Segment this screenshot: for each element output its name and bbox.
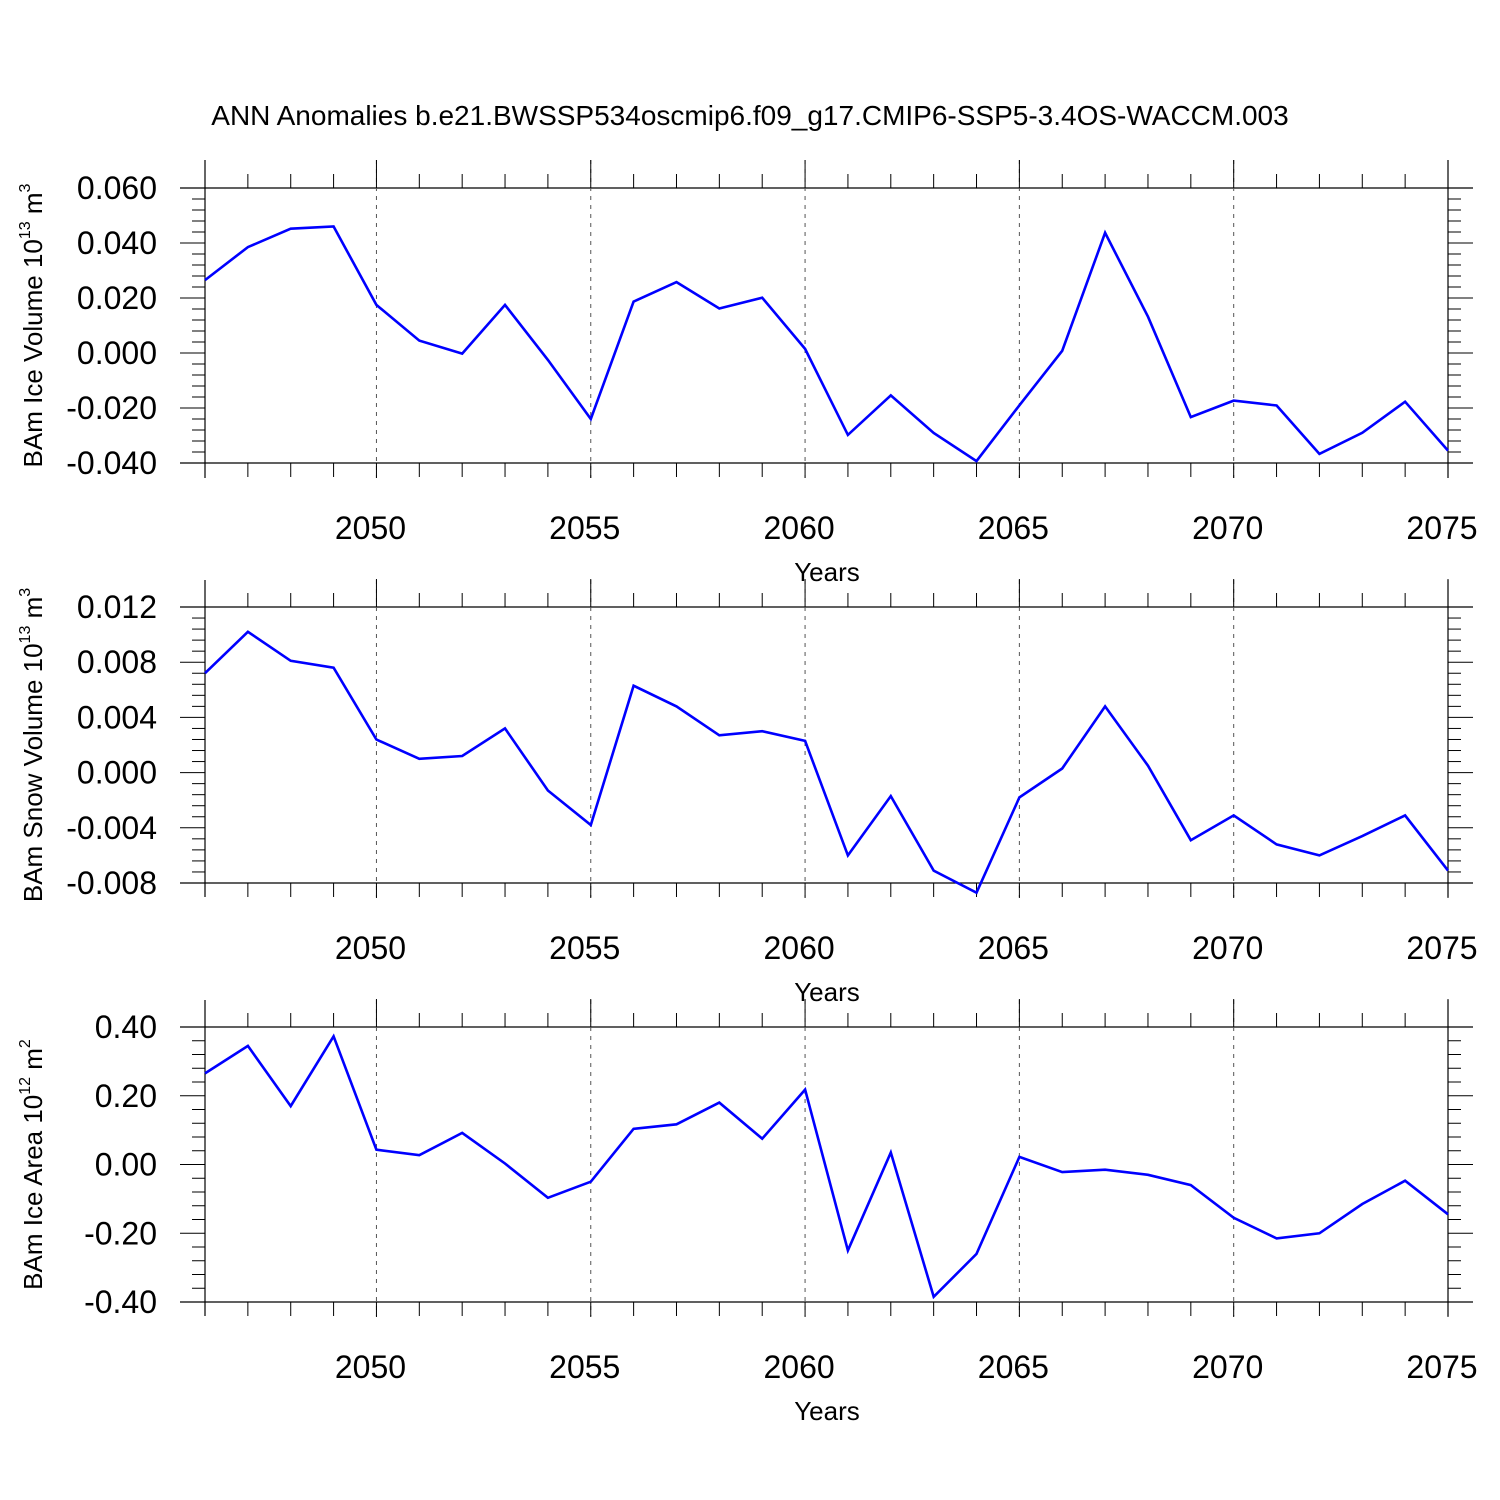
- x-tick-label: 2050: [335, 510, 406, 546]
- x-tick-label: 2055: [549, 1349, 620, 1385]
- y-tick-label: -0.040: [66, 445, 157, 481]
- x-tick-label: 2065: [978, 1349, 1049, 1385]
- y-axis-title-unit-exp: 2: [17, 1039, 34, 1048]
- y-axis-title-text: BAm Snow Volume 10: [18, 643, 48, 902]
- y-tick-label: 0.040: [77, 225, 157, 261]
- x-tick-label: 2055: [549, 510, 620, 546]
- panel-3: -0.40 -0.20 0.00 0.20 0.40 2050 2055 2060 2065 20…: [17, 999, 1478, 1426]
- panels: -0.040 -0.020 0.000 0.020 0.040 0.060 2050 2055…: [17, 160, 1478, 1426]
- series-line: [204, 1033, 1449, 1300]
- x-tick-label: 2060: [763, 930, 834, 966]
- y-axis-title-text: BAm Ice Area 10: [18, 1095, 48, 1290]
- y-tick-label: 0.060: [77, 170, 157, 206]
- y-tick-label: -0.008: [66, 865, 157, 901]
- y-axis-title-unit: m: [18, 597, 48, 626]
- y-axis-title: BAm Snow Volume 1013 m3: [17, 588, 48, 902]
- series-line: [204, 225, 1449, 463]
- y-axis-title-text: BAm Ice Volume 10: [18, 239, 48, 467]
- y-tick-label: 0.20: [95, 1078, 157, 1114]
- x-tick-label: 2065: [978, 510, 1049, 546]
- x-tick-label: 2050: [335, 1349, 406, 1385]
- y-tick-label: 0.020: [77, 280, 157, 316]
- y-axis-title-unit-exp: 3: [17, 183, 34, 192]
- x-tick-label: 2070: [1192, 510, 1263, 546]
- x-tick-label: 2075: [1406, 510, 1477, 546]
- y-tick-label: 0.40: [95, 1009, 157, 1045]
- x-tick-label: 2050: [335, 930, 406, 966]
- x-tick-label: 2070: [1192, 930, 1263, 966]
- x-tick-label: 2070: [1192, 1349, 1263, 1385]
- x-tick-label: 2060: [763, 510, 834, 546]
- y-tick-label: 0.000: [77, 755, 157, 791]
- y-tick-label: 0.000: [77, 335, 157, 371]
- y-axis-title: BAm Ice Volume 1013 m3: [17, 183, 48, 467]
- y-axis-title-unit-exp: 3: [17, 588, 34, 597]
- y-axis-title-exp: 13: [17, 221, 34, 239]
- x-tick-label: 2075: [1406, 930, 1477, 966]
- y-axis-title: BAm Ice Area 1012 m2: [17, 1039, 48, 1290]
- y-tick-label: 0.00: [95, 1147, 157, 1183]
- x-axis-title: Years: [794, 1396, 860, 1426]
- y-tick-label: 0.008: [77, 644, 157, 680]
- x-tick-label: 2060: [763, 1349, 834, 1385]
- y-axis-title-unit: m: [18, 1048, 48, 1077]
- y-tick-label: -0.020: [66, 390, 157, 426]
- y-tick-label: 0.012: [77, 589, 157, 625]
- y-tick-label: -0.004: [66, 810, 157, 846]
- y-tick-label: -0.20: [84, 1215, 157, 1251]
- y-axis-title-exp: 12: [17, 1077, 34, 1095]
- y-tick-label: 0.004: [77, 699, 157, 735]
- x-tick-label: 2065: [978, 930, 1049, 966]
- panel-1: -0.040 -0.020 0.000 0.020 0.040 0.060 2050 2055…: [17, 160, 1478, 587]
- y-axis-title-unit: m: [18, 192, 48, 221]
- x-tick-label: 2055: [549, 930, 620, 966]
- series-line: [204, 630, 1450, 895]
- x-tick-label: 2075: [1406, 1349, 1477, 1385]
- y-tick-label: -0.40: [84, 1284, 157, 1320]
- x-axis-title: Years: [794, 977, 860, 1007]
- y-axis-title-exp: 13: [17, 626, 34, 644]
- x-axis-title: Years: [794, 557, 860, 587]
- panel-2: -0.008 -0.004 0.000 0.004 0.008 0.012 2050 2055…: [17, 579, 1478, 1007]
- chart-title: ANN Anomalies b.e21.BWSSP534oscmip6.f09_…: [211, 100, 1288, 131]
